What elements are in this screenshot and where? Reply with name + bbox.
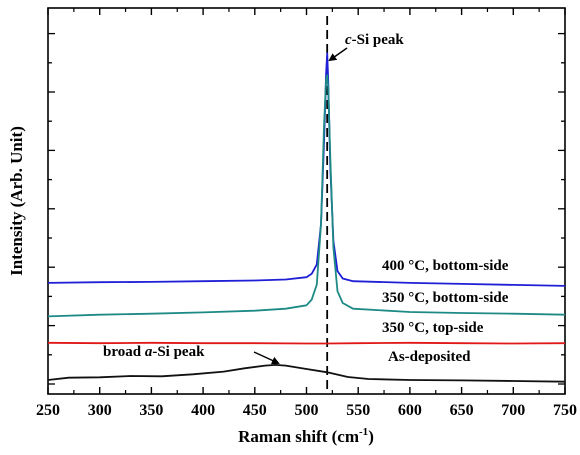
a-si-peak-arrow <box>253 351 280 365</box>
annotations: c-Si peak broad a-Si peak <box>103 32 404 365</box>
x-axis-title: Raman shift (cm-1) <box>238 426 374 446</box>
series-line <box>47 363 566 383</box>
x-tick-label: 550 <box>346 402 370 419</box>
series-label: 400 °C, bottom-side <box>382 258 509 274</box>
plot-frame <box>47 7 566 395</box>
series-label: 350 °C, top-side <box>382 320 484 336</box>
x-tick-label: 250 <box>36 402 60 419</box>
series-line <box>47 52 566 287</box>
series-line <box>47 341 566 345</box>
y-axis-ticks <box>48 32 565 385</box>
a-si-peak-label: broad a-Si peak <box>103 344 205 360</box>
c-si-peak-label: c-Si peak <box>345 32 404 48</box>
x-tick-label: 400 <box>191 402 215 419</box>
x-tick-label: 600 <box>398 402 422 419</box>
series-label: 350 °C, bottom-side <box>382 290 509 306</box>
x-tick-label: 750 <box>553 402 577 419</box>
x-axis-ticks: 250 300 350 400 450 500 550 600 650 700 750 <box>36 8 577 419</box>
y-axis-title: Intensity (Arb. Unit) <box>7 126 26 276</box>
series-line <box>47 74 566 318</box>
c-si-peak-arrow <box>328 47 348 62</box>
x-tick-label: 300 <box>88 402 112 419</box>
series-lines <box>47 52 566 383</box>
x-tick-label: 350 <box>139 402 163 419</box>
series-label: As-deposited <box>388 349 471 365</box>
x-tick-label: 650 <box>450 402 474 419</box>
x-tick-label: 500 <box>295 402 319 419</box>
x-tick-label: 450 <box>243 402 267 419</box>
x-tick-label: 700 <box>501 402 525 419</box>
series-labels: 400 °C, bottom-side 350 °C, bottom-side 35… <box>382 258 509 365</box>
